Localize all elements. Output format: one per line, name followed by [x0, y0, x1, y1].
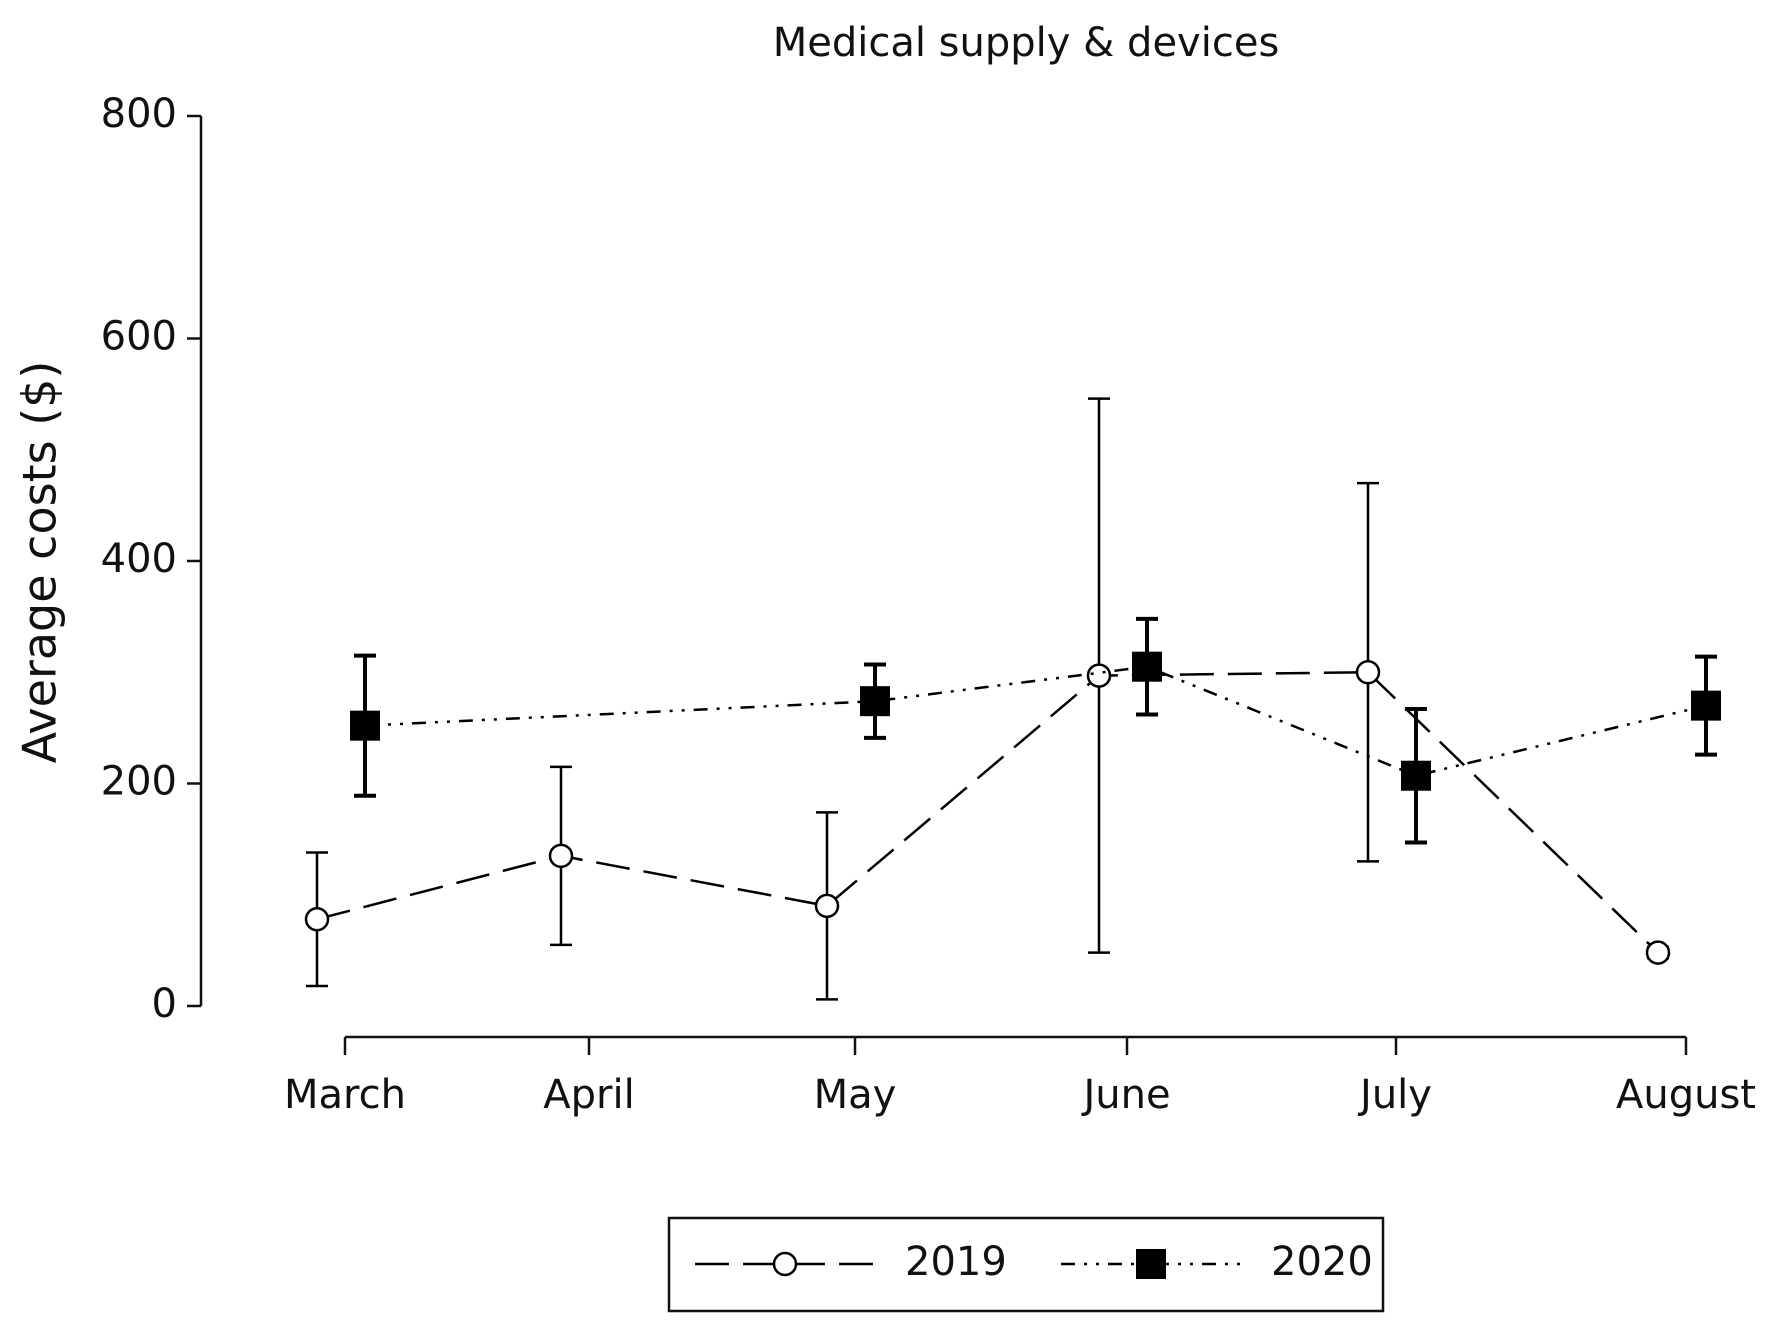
marker	[1355, 660, 1381, 685]
marker	[350, 710, 380, 741]
legend-box	[667, 1216, 1385, 1313]
y-tick-label: 600	[101, 314, 177, 360]
marker	[860, 686, 890, 717]
x-tick-label: August	[1616, 1072, 1756, 1118]
x-tick-label: May	[814, 1072, 897, 1118]
y-axis-label: Average costs ($)	[13, 361, 67, 764]
series-line	[316, 670, 1659, 954]
marker	[1691, 690, 1721, 721]
y-tick-label: 400	[101, 536, 177, 582]
marker	[814, 893, 840, 919]
legend-label: 2020	[1271, 1239, 1373, 1285]
marker	[1645, 940, 1671, 965]
y-tick-label: 200	[101, 759, 177, 805]
x-tick-label: March	[284, 1072, 406, 1118]
legend-label: 2019	[905, 1239, 1007, 1285]
chart-title: Medical supply & devices	[773, 20, 1280, 66]
marker	[1401, 760, 1431, 791]
legend-marker	[1136, 1249, 1166, 1279]
y-tick-label: 800	[101, 91, 177, 137]
y-tick-label: 0	[152, 981, 177, 1027]
marker	[304, 906, 330, 932]
marker	[1132, 651, 1162, 682]
series-line	[364, 665, 1707, 778]
x-tick-label: April	[543, 1072, 634, 1118]
marker	[548, 843, 574, 869]
marker	[1086, 663, 1112, 688]
x-tick-label: July	[1357, 1072, 1432, 1118]
x-tick-label: June	[1080, 1072, 1170, 1118]
legend-marker	[772, 1251, 798, 1277]
